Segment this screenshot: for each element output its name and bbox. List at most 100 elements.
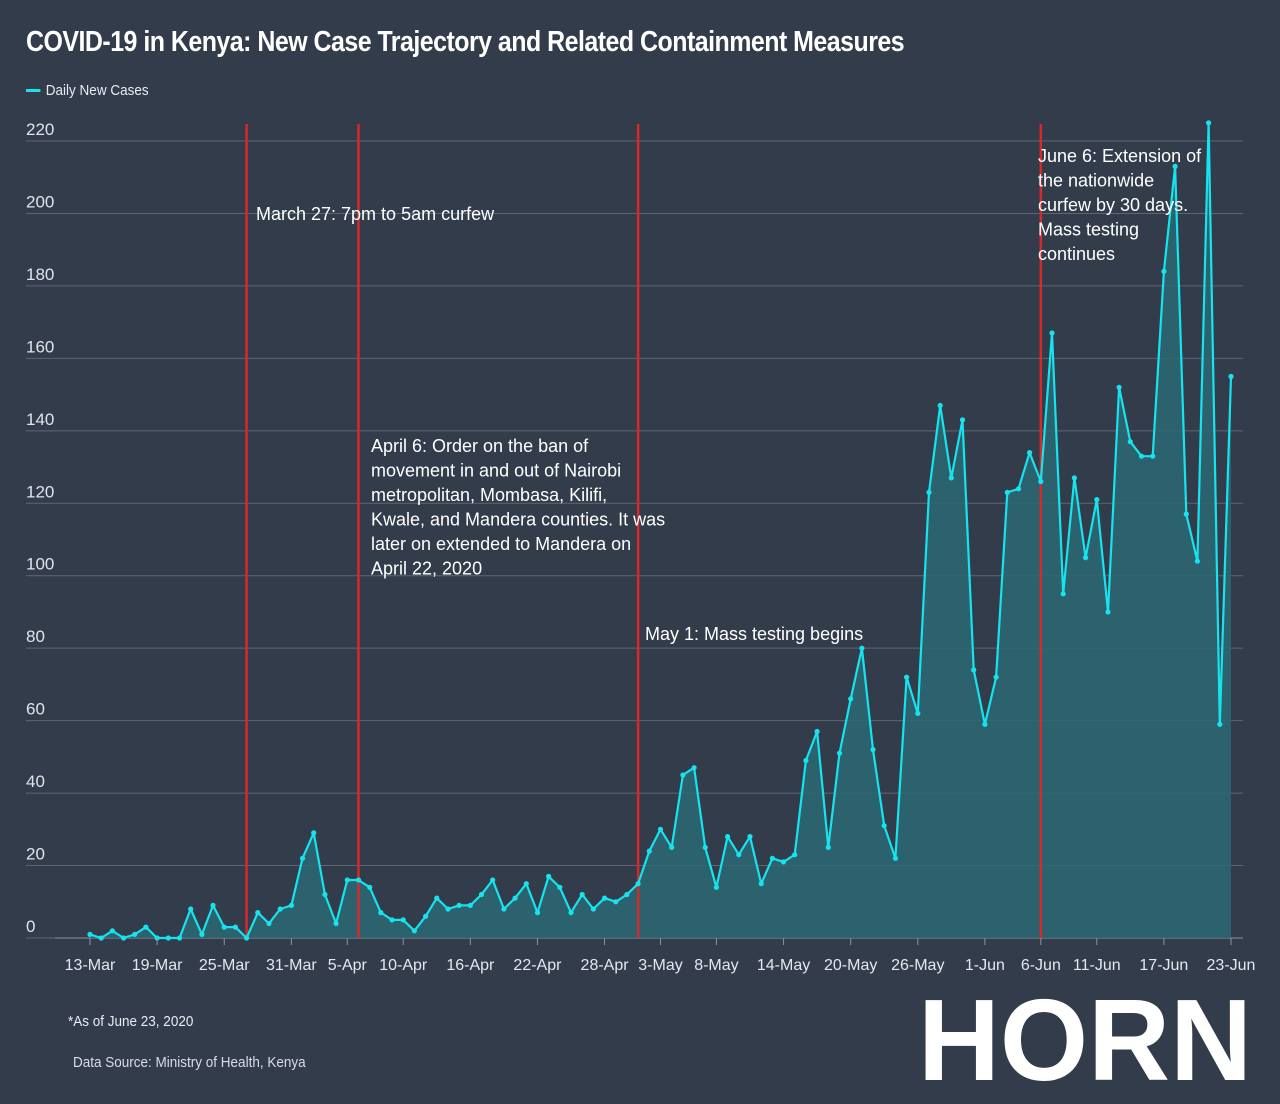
data-point [467,902,473,909]
data-point [624,891,630,898]
data-point [937,402,943,409]
data-point [512,895,518,901]
legend-label: Daily New Cases [45,82,149,99]
data-point [389,917,395,923]
data-source: Data Source: Ministry of Health, Kenya [73,1054,306,1071]
data-point [132,931,138,938]
x-tick-label: 19-Mar [132,957,183,974]
data-point [1138,453,1145,459]
data-point [669,844,675,851]
data-point [210,902,216,909]
data-point [736,852,742,858]
y-tick-label: 40 [26,772,45,791]
x-tick-label: 16-Apr [446,957,495,974]
data-point [355,877,362,883]
data-point [266,920,272,927]
x-tick-label: 3-May [638,957,682,974]
data-point [915,710,921,717]
data-point [98,935,104,941]
y-tick-label: 220 [26,120,54,139]
data-point [299,855,306,861]
data-point [769,855,776,861]
svg-text:HORN: HORN [918,990,1252,1086]
data-point [277,906,283,912]
x-tick-label: 13-Mar [65,957,116,974]
footnote: *As of June 23, 2020 [68,1013,194,1030]
data-point [255,910,261,916]
y-tick-label: 180 [26,265,54,284]
data-point [803,757,809,764]
data-point [445,906,451,912]
data-point [1116,384,1122,390]
data-point [1161,268,1167,274]
x-tick-label: 10-Apr [379,957,428,974]
data-point [1183,511,1189,517]
data-point [747,834,753,840]
data-point [188,906,194,912]
data-point [344,877,350,883]
event-annotation: May 1: Mass testing begins [645,624,863,644]
data-point [1105,609,1111,615]
data-point [501,906,507,912]
data-point [199,931,205,938]
x-tick-label: 14-May [757,957,810,974]
data-point [87,931,93,938]
data-point [1015,486,1022,492]
data-point [109,928,115,934]
data-point [1127,439,1133,445]
event-annotation: April 6: Order on the ban of movement in … [371,436,665,579]
data-point [1038,478,1044,485]
data-point [646,848,652,854]
data-point [1083,555,1089,561]
data-point [702,844,708,851]
data-point [982,721,988,727]
data-point [456,902,462,909]
data-point [1194,558,1200,564]
data-point [792,852,798,858]
x-tick-label: 31-Mar [266,957,317,974]
data-point [971,667,977,673]
data-point [758,881,764,887]
data-point [523,881,529,887]
data-point [836,750,843,756]
data-point [602,895,608,901]
data-point [613,899,619,905]
x-tick-label: 26-May [891,957,944,974]
y-tick-label: 140 [26,410,54,429]
x-tick-label: 28-Apr [581,957,630,974]
y-tick-label: 160 [26,337,54,356]
x-tick-label: 1-Jun [965,957,1005,974]
data-point [546,873,552,880]
data-point [1049,330,1055,336]
legend: Daily New Cases [26,82,149,99]
data-point [165,935,171,941]
data-point [1172,163,1178,169]
data-point [1094,497,1100,503]
horn-logo: HORN [918,990,1252,1086]
data-point [1027,450,1033,456]
x-tick-label: 20-May [824,957,877,974]
data-point [534,910,541,916]
data-point [1150,453,1156,459]
event-annotation: June 6: Extension of the nationwide curfew… [1038,146,1202,264]
data-point [288,902,294,909]
data-point [959,417,966,423]
x-tick-label: 8-May [694,957,738,974]
data-point [657,826,664,832]
data-point [333,920,339,927]
data-point [926,489,932,495]
data-point [590,906,597,912]
data-point [568,910,574,916]
y-tick-label: 60 [26,700,45,719]
data-point [680,772,686,778]
x-tick-label: 5-Apr [328,957,368,974]
data-point [143,924,149,930]
y-tick-label: 80 [26,627,45,646]
y-tick-label: 200 [26,192,54,211]
data-point [176,935,183,941]
data-point [367,884,373,890]
data-point [780,859,787,865]
x-tick-label: 6-Jun [1021,957,1061,974]
data-point [948,475,954,481]
data-point [870,747,876,753]
